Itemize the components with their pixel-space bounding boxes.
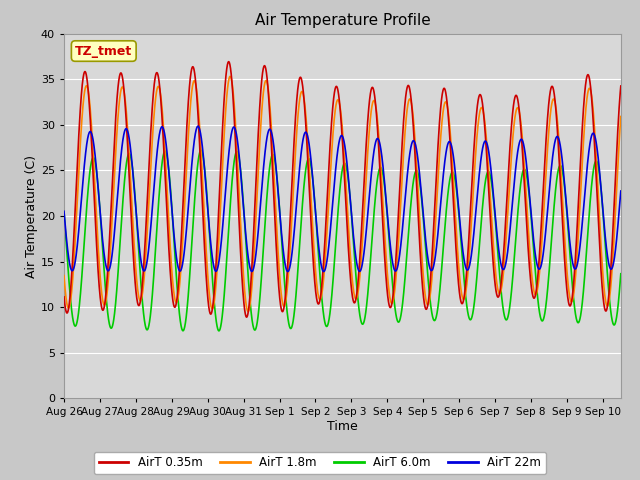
Title: Air Temperature Profile: Air Temperature Profile [255,13,430,28]
Y-axis label: Air Temperature (C): Air Temperature (C) [25,155,38,277]
Legend: AirT 0.35m, AirT 1.8m, AirT 6.0m, AirT 22m: AirT 0.35m, AirT 1.8m, AirT 6.0m, AirT 2… [94,452,546,474]
X-axis label: Time: Time [327,420,358,433]
Text: TZ_tmet: TZ_tmet [75,45,132,58]
